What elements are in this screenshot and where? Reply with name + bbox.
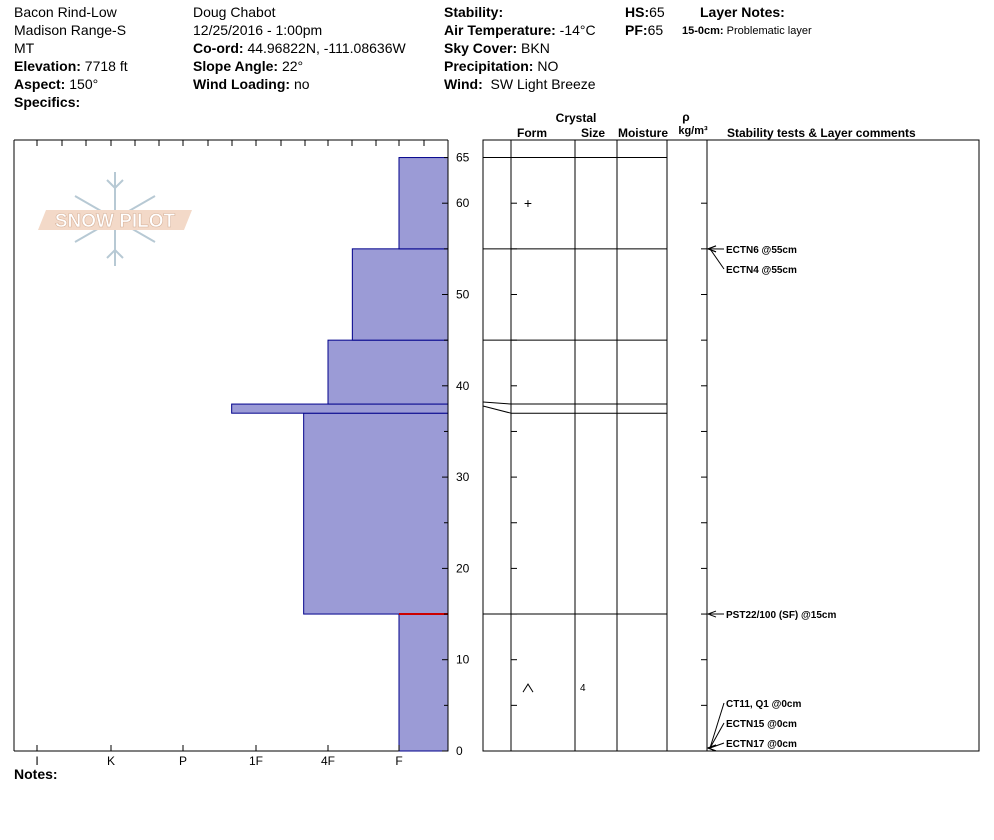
stability-test-label: PST22/100 (SF) @15cm xyxy=(726,610,836,621)
hardness-layer xyxy=(231,403,449,414)
hardness-label: I xyxy=(35,754,38,768)
stability-test-label: ECTN4 @55cm xyxy=(726,265,797,276)
hardness-label: P xyxy=(179,754,187,768)
notes-label: Notes: xyxy=(14,766,58,782)
range-name: Madison Range-S xyxy=(14,22,127,38)
pf: PF:65 xyxy=(625,22,664,38)
sky-cover: Sky Cover: BKN xyxy=(444,40,550,56)
hardness-layer xyxy=(398,157,449,250)
datetime: 12/25/2016 - 1:00pm xyxy=(193,22,323,38)
depth-label: 40 xyxy=(456,379,470,393)
hs: HS:65 xyxy=(625,4,665,20)
crystal-forms: +4 xyxy=(522,195,586,694)
crystal-form-symbol xyxy=(522,683,534,693)
stability-tests: ECTN6 @55cm ECTN4 @55cm PST22/100 (SF) @15… xyxy=(706,245,836,752)
test-arrow xyxy=(709,722,725,749)
form-header: Form xyxy=(517,126,547,140)
depth-label: 0 xyxy=(456,744,463,758)
depth-label: 65 xyxy=(456,151,470,165)
stability-test-label: ECTN15 @0cm xyxy=(726,719,797,730)
wind-loading: Wind Loading: no xyxy=(193,76,310,92)
stability-header: Stability tests & Layer comments xyxy=(727,126,916,140)
boundary-connector xyxy=(482,401,512,405)
coordinates: Co-ord: 44.96822N, -111.08636W xyxy=(193,40,406,56)
hardness-profile xyxy=(231,157,449,752)
moisture-header: Moisture xyxy=(618,126,668,140)
depth-label: 30 xyxy=(456,470,470,484)
stability-test-label: ECTN6 @55cm xyxy=(726,245,797,256)
hardness-layer xyxy=(351,248,449,341)
hardness-scale: I K P 1F 4F F xyxy=(35,745,403,768)
crystal-size: 4 xyxy=(580,683,586,694)
depth-label: 20 xyxy=(456,561,470,575)
precipitation: Precipitation: NO xyxy=(444,58,559,74)
wind: Wind: SW Light Breeze xyxy=(444,76,596,92)
layer-boundaries xyxy=(482,157,667,615)
specifics: Specifics: xyxy=(14,94,81,110)
stability-test-label: CT11, Q1 @0cm xyxy=(726,699,801,710)
test-arrow xyxy=(709,742,725,749)
svg-text:SNOW PILOT: SNOW PILOT xyxy=(55,211,176,232)
crystal-form-symbol: + xyxy=(524,195,532,211)
stability: Stability: xyxy=(444,4,504,20)
test-arrowhead xyxy=(706,610,717,618)
site-name: Bacon Rind-Low xyxy=(14,4,117,20)
snowpilot-logo: SNOW PILOT xyxy=(38,172,192,266)
hardness-layer xyxy=(398,613,449,752)
column-headers: Crystal Form Size Moisture ρ kg/m³ Stabi… xyxy=(517,110,916,140)
hardness-layer xyxy=(327,339,449,405)
hardness-label: 4F xyxy=(321,754,335,768)
depth-label: 60 xyxy=(456,196,470,210)
density-header: kg/m³ xyxy=(678,125,708,137)
aspect: Aspect: 150° xyxy=(14,76,99,92)
stability-test-label: ECTN17 @0cm xyxy=(726,739,797,750)
depth-label: 10 xyxy=(456,653,470,667)
depth-axis: 0 10 20 30 40 50 60 65 xyxy=(442,140,470,758)
layer-note: 15-0cm: Problematic layer xyxy=(682,25,812,37)
slope-angle: Slope Angle: 22° xyxy=(193,58,304,74)
test-arrow xyxy=(709,702,725,749)
boundary-connector xyxy=(482,405,512,414)
depth-label: 50 xyxy=(456,288,470,302)
crystal-header: Crystal xyxy=(556,111,597,125)
top-ticks xyxy=(36,140,425,146)
hardness-layer xyxy=(303,412,449,615)
hardness-label: K xyxy=(107,754,115,768)
rho-header: ρ xyxy=(682,110,689,124)
size-header: Size xyxy=(581,126,605,140)
hardness-label: 1F xyxy=(249,754,263,768)
state-name: MT xyxy=(14,40,35,56)
form-column-ticks xyxy=(511,202,707,706)
air-temperature: Air Temperature: -14°C xyxy=(444,22,596,38)
observer: Doug Chabot xyxy=(193,4,276,20)
hardness-label: F xyxy=(395,754,402,768)
test-arrowhead xyxy=(706,245,717,253)
layer-table xyxy=(482,139,980,752)
test-arrowhead xyxy=(706,744,717,752)
elevation: Elevation: 7718 ft xyxy=(14,58,128,74)
test-arrow xyxy=(709,248,725,270)
layer-notes-label: Layer Notes: xyxy=(700,4,785,20)
